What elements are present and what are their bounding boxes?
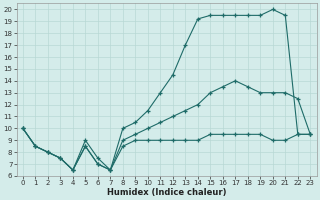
X-axis label: Humidex (Indice chaleur): Humidex (Indice chaleur) xyxy=(107,188,226,197)
